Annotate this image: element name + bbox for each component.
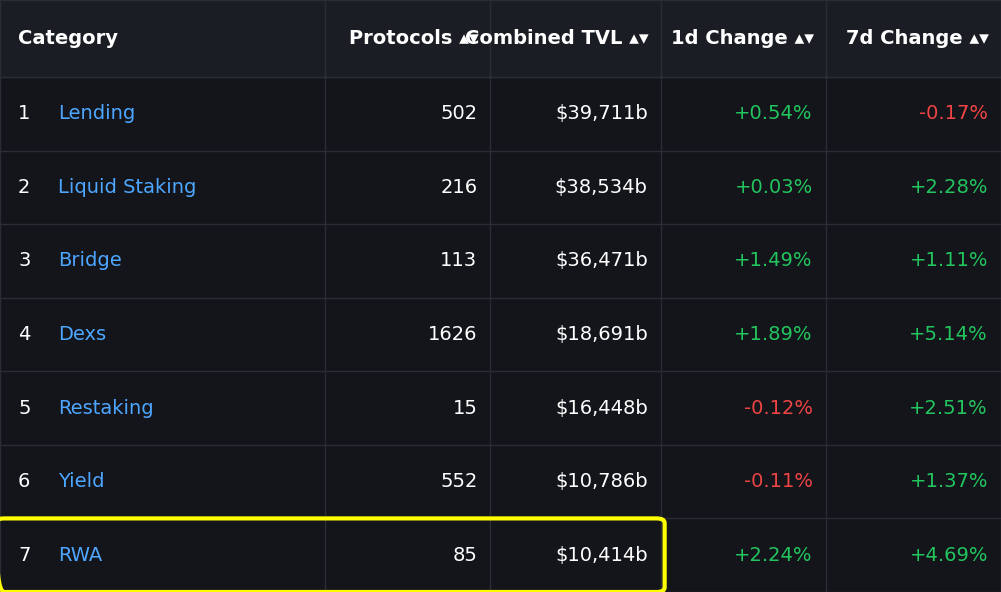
Text: Liquid Staking: Liquid Staking (58, 178, 196, 197)
Text: +1.11%: +1.11% (910, 252, 988, 271)
Text: $10,786b: $10,786b (555, 472, 648, 491)
Text: +2.28%: +2.28% (910, 178, 988, 197)
Text: +1.89%: +1.89% (735, 325, 813, 344)
Text: $16,448b: $16,448b (555, 398, 648, 417)
Text: 7d Change ▴▾: 7d Change ▴▾ (846, 29, 989, 48)
Text: $38,534b: $38,534b (555, 178, 648, 197)
Text: 1: 1 (18, 104, 30, 123)
Text: -0.17%: -0.17% (919, 104, 988, 123)
Text: +2.24%: +2.24% (735, 546, 813, 565)
Text: 552: 552 (440, 472, 477, 491)
Text: 113: 113 (440, 252, 477, 271)
Text: Category: Category (18, 29, 118, 48)
Text: 5: 5 (18, 398, 30, 417)
Text: $18,691b: $18,691b (555, 325, 648, 344)
Text: +5.14%: +5.14% (909, 325, 988, 344)
Text: Bridge: Bridge (58, 252, 122, 271)
Text: +1.37%: +1.37% (910, 472, 988, 491)
Text: $39,711b: $39,711b (555, 104, 648, 123)
Text: -0.11%: -0.11% (744, 472, 813, 491)
Text: RWA: RWA (58, 546, 102, 565)
Text: $36,471b: $36,471b (555, 252, 648, 271)
Text: Lending: Lending (58, 104, 135, 123)
Text: 2: 2 (18, 178, 30, 197)
Text: Dexs: Dexs (58, 325, 106, 344)
Text: +2.51%: +2.51% (909, 398, 988, 417)
Text: 1626: 1626 (428, 325, 477, 344)
Text: 216: 216 (440, 178, 477, 197)
Text: Restaking: Restaking (58, 398, 154, 417)
Text: +1.49%: +1.49% (735, 252, 813, 271)
Text: 15: 15 (452, 398, 477, 417)
Text: 1d Change ▴▾: 1d Change ▴▾ (671, 29, 814, 48)
Text: +4.69%: +4.69% (910, 546, 988, 565)
Text: $10,414b: $10,414b (555, 546, 648, 565)
Text: +0.03%: +0.03% (735, 178, 813, 197)
Text: 4: 4 (18, 325, 30, 344)
Text: -0.12%: -0.12% (744, 398, 813, 417)
Text: +0.54%: +0.54% (735, 104, 813, 123)
Text: 502: 502 (440, 104, 477, 123)
Text: 85: 85 (452, 546, 477, 565)
Bar (0, 0, 1001, 77)
Text: 7: 7 (18, 546, 30, 565)
Text: 6: 6 (18, 472, 30, 491)
Text: Yield: Yield (58, 472, 104, 491)
Text: 3: 3 (18, 252, 30, 271)
Text: Protocols ▴▾: Protocols ▴▾ (349, 29, 478, 48)
Text: Combined TVL ▴▾: Combined TVL ▴▾ (465, 29, 649, 48)
